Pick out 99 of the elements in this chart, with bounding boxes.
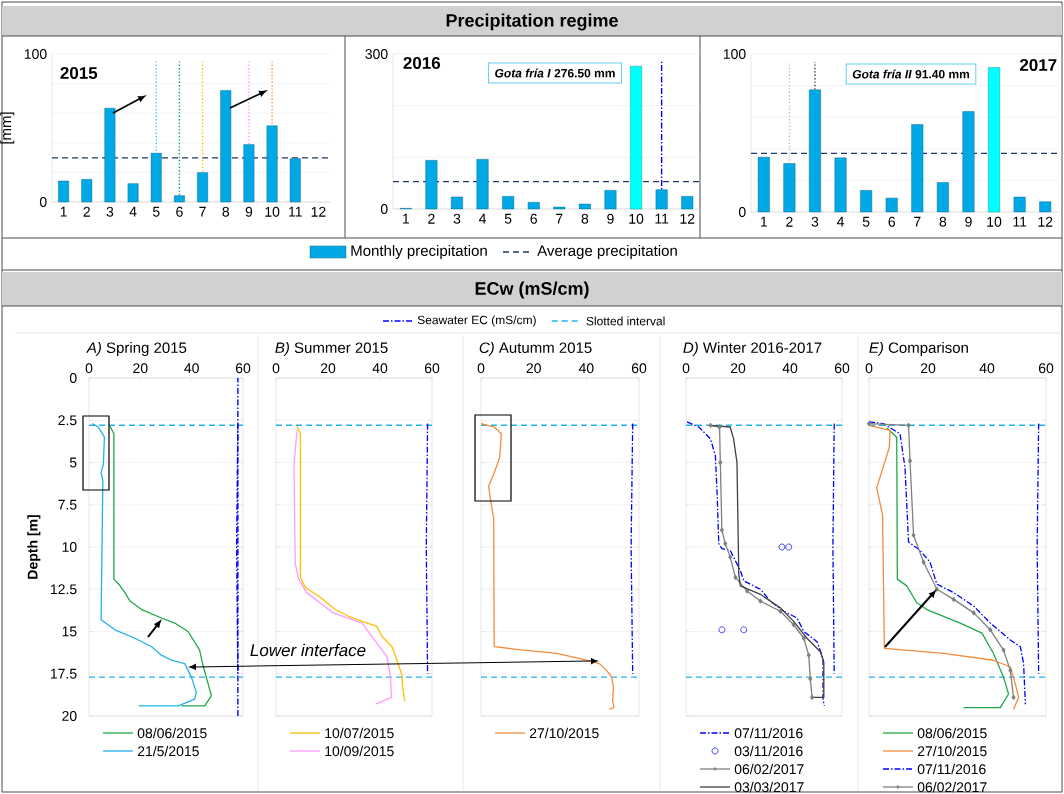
x-tick-label: 8 <box>939 216 947 227</box>
x-tick-label: 3 <box>453 213 461 224</box>
x-tick-label: 5 <box>504 213 512 224</box>
text: ECw (mS/cm) <box>475 281 589 299</box>
legend-label: Average precipitation <box>537 245 677 259</box>
legend-label: 06/02/2017 <box>917 781 987 793</box>
x-tick-label: 3 <box>106 206 114 217</box>
x-tick-label: 12 <box>311 206 326 217</box>
chart-title: E) Comparison <box>869 342 968 356</box>
x-tick-label: 0 <box>85 363 93 374</box>
x-tick-label: 0 <box>865 363 873 374</box>
y-tick-label: 20 <box>62 711 77 721</box>
y-tick-label: 10 <box>62 542 77 552</box>
x-tick-label: 8 <box>581 213 589 224</box>
x-tick-label: 40 <box>782 363 798 374</box>
x-tick-label: 6 <box>176 206 183 217</box>
chart-title: C) Autumm 2015 <box>479 342 592 356</box>
legend-label: 08/06/2015 <box>137 727 207 739</box>
x-tick-label: 11 <box>655 213 669 224</box>
x-tick-label: 10 <box>987 216 1002 227</box>
y-tick-label: 100 <box>723 49 746 59</box>
x-tick-label: 7 <box>199 206 206 217</box>
x-tick-label: 6 <box>530 213 537 224</box>
x-tick-label: 10 <box>265 206 280 217</box>
x-tick-label: 40 <box>372 363 388 374</box>
annotation: Lower interface <box>250 643 366 657</box>
x-tick-label: 4 <box>129 206 137 217</box>
y-tick-label: 100 <box>24 49 47 59</box>
x-tick-label: 60 <box>631 363 647 374</box>
x-tick-label: 8 <box>222 206 230 217</box>
x-tick-label: 7 <box>556 213 563 224</box>
x-tick-label: 20 <box>920 363 936 374</box>
x-tick-label: 20 <box>320 363 336 374</box>
legend-label: 10/09/2015 <box>325 745 394 757</box>
chart-title: 2016 <box>403 56 441 70</box>
x-tick-label: 12 <box>1038 216 1053 227</box>
legend-label: 08/06/2015 <box>917 727 987 739</box>
text: Precipitation regime <box>446 13 618 31</box>
chart-title: B) Summer 2015 <box>275 342 388 356</box>
x-tick-label: 40 <box>184 363 199 374</box>
legend-label: Slotted interval <box>586 316 665 326</box>
legend-label: Monthly precipitation <box>351 245 487 259</box>
x-tick-label: 60 <box>834 363 850 374</box>
x-tick-label: 60 <box>1038 363 1054 374</box>
x-tick-label: 6 <box>888 216 895 227</box>
x-tick-label: 5 <box>152 206 160 217</box>
x-tick-label: 1 <box>760 216 768 227</box>
y-axis-title: [mm] <box>0 112 15 144</box>
x-tick-label: 9 <box>245 206 253 217</box>
x-tick-label: 40 <box>578 363 594 374</box>
x-tick-label: 11 <box>1013 216 1027 227</box>
x-tick-label: 5 <box>862 216 870 227</box>
x-tick-label: 4 <box>836 216 845 227</box>
x-tick-label: 60 <box>235 363 251 374</box>
x-tick-label: 4 <box>478 213 487 224</box>
x-tick-label: 7 <box>914 216 921 227</box>
x-tick-label: 20 <box>133 363 148 374</box>
y-tick-label: 5 <box>69 457 77 468</box>
x-tick-label: 2 <box>786 216 793 227</box>
legend-label: 03/11/2016 <box>734 745 803 757</box>
legend-label: 06/02/2017 <box>734 763 804 775</box>
legend-label: 03/03/2017 <box>734 781 804 793</box>
x-tick-label: 20 <box>526 363 541 374</box>
annotation: Gota fría I 276.50 mm <box>495 68 615 78</box>
legend-label: 21/5/2015 <box>137 745 199 757</box>
legend-label: 10/07/2015 <box>325 727 394 739</box>
x-tick-label: 9 <box>965 216 972 227</box>
legend-label: 07/11/2016 <box>917 763 986 775</box>
x-tick-label: 10 <box>629 213 644 224</box>
x-tick-label: 12 <box>680 213 695 224</box>
x-tick-label: 60 <box>424 363 440 374</box>
chart-title: 2017 <box>1019 58 1057 72</box>
y-tick-label: 12.5 <box>50 584 77 595</box>
x-tick-label: 1 <box>402 213 410 224</box>
y-tick-label: 15 <box>62 626 77 637</box>
x-tick-label: 11 <box>289 206 302 217</box>
x-tick-label: 9 <box>607 213 614 224</box>
x-tick-label: 2 <box>83 206 90 217</box>
x-tick-label: 0 <box>272 363 280 374</box>
x-tick-label: 0 <box>682 363 690 374</box>
y-tick-label: 17.5 <box>50 668 77 679</box>
x-tick-label: 1 <box>60 206 67 217</box>
legend-label: Seawater EC (mS/cm) <box>417 315 536 327</box>
y-tick-label: 2.5 <box>58 415 77 426</box>
x-tick-label: 3 <box>811 216 819 227</box>
legend-label: 07/11/2016 <box>734 727 803 739</box>
chart-title: D) Winter 2016-2017 <box>683 342 822 356</box>
y-tick-label: 7.5 <box>58 499 77 510</box>
text: 2015 <box>60 66 98 80</box>
y-tick-label: 300 <box>365 49 388 59</box>
y-axis-title: Depth [m] <box>27 515 41 579</box>
y-tick-label: 0 <box>69 373 77 383</box>
x-tick-label: 2 <box>428 213 435 224</box>
legend-label: 27/10/2015 <box>917 745 987 757</box>
chart-title: A) Spring 2015 <box>86 342 187 356</box>
x-tick-label: 0 <box>477 363 485 374</box>
annotation: Gota fría II 91.40 mm <box>852 69 970 79</box>
legend-label: 27/10/2015 <box>529 727 599 739</box>
x-tick-label: 40 <box>979 363 995 374</box>
